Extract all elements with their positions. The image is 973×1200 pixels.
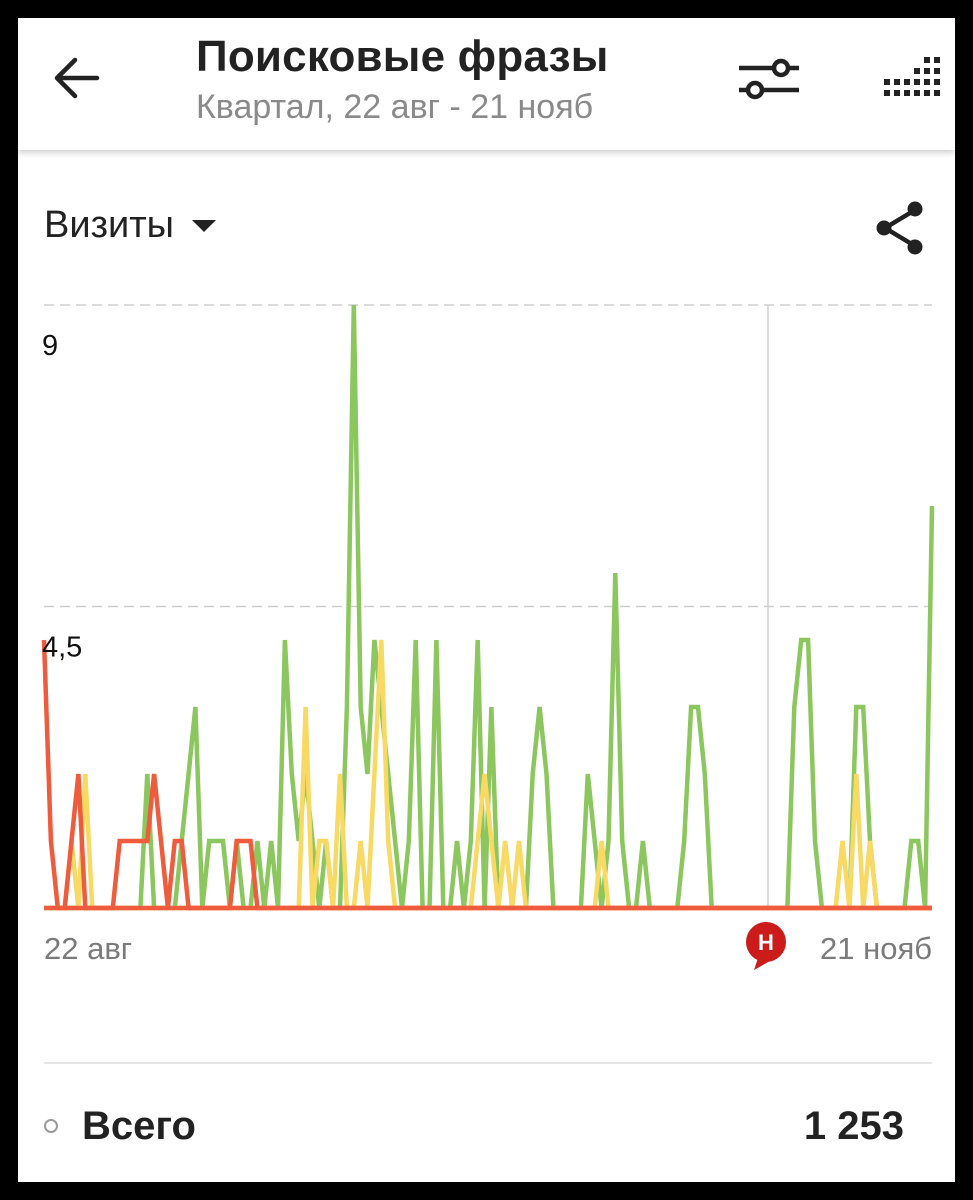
total-row[interactable]: Всего 1 253 — [44, 1104, 904, 1154]
total-label: Всего — [82, 1104, 196, 1148]
app-header: Поисковые фразы Квартал, 22 авг - 21 ноя… — [18, 18, 955, 150]
total-value: 1 253 — [803, 1104, 904, 1148]
dots-grid-icon — [884, 57, 940, 96]
app-screen: Поисковые фразы Квартал, 22 авг - 21 ноя… — [18, 18, 955, 1182]
total-radio[interactable] — [44, 1119, 58, 1133]
arrow-left-icon — [54, 57, 100, 99]
x-start-label: 22 авг — [44, 931, 132, 966]
share-icon — [876, 201, 923, 255]
y-tick-label: 9 — [42, 330, 58, 362]
metric-dropdown[interactable]: Визиты — [44, 204, 224, 247]
y-tick-label: 4,5 — [42, 632, 82, 664]
filter-button[interactable] — [734, 48, 804, 108]
annotation-label: Н — [758, 930, 774, 955]
share-button[interactable] — [870, 198, 930, 258]
metric-label: Визиты — [44, 204, 174, 246]
dots-grid-button[interactable] — [878, 48, 948, 108]
visits-line-chart[interactable]: 9 4,5 22 авг 21 нояб Н — [18, 18, 955, 1018]
annotation-marker[interactable]: Н — [746, 922, 786, 970]
caret-down-icon — [191, 219, 216, 232]
sliders-icon — [739, 58, 799, 100]
divider — [44, 1062, 932, 1064]
x-end-label: 21 нояб — [820, 931, 932, 966]
page-subtitle: Квартал, 22 авг - 21 нояб — [196, 88, 594, 126]
back-button[interactable] — [46, 48, 106, 108]
page-title: Поисковые фразы — [196, 32, 609, 81]
